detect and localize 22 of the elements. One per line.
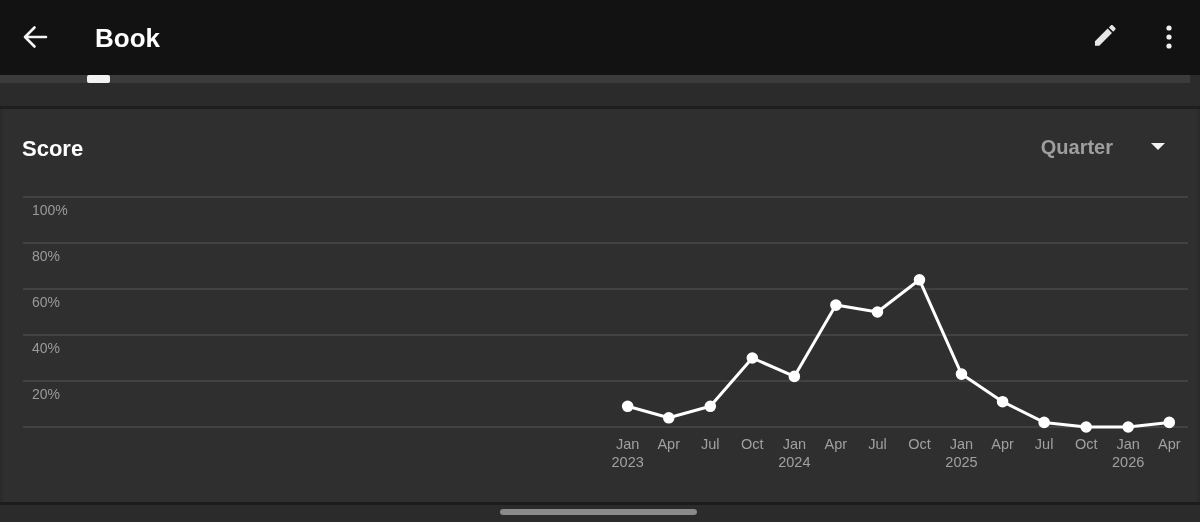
x-tick-label: Oct [1074, 436, 1098, 452]
x-tick-label: Jul [701, 436, 720, 452]
y-tick-label: 100% [32, 202, 68, 218]
x-tick-label: Jul [1034, 436, 1054, 452]
x-tick-label: Jan 2025 [945, 436, 978, 470]
text: Book [95, 23, 161, 53]
x-tick-label: Oct [741, 436, 764, 452]
x-tick-label: Jan 2023 [611, 436, 644, 470]
y-tick-label: 20% [32, 386, 61, 402]
x-tick-label: Apr [657, 436, 681, 452]
y-tick-label: 80% [32, 248, 61, 264]
chart-title: Score [22, 136, 84, 161]
x-tick-label: Apr [991, 436, 1015, 452]
text: Quarter [1040, 136, 1114, 158]
y-tick-label: 60% [32, 294, 61, 310]
x-tick-label: Oct [908, 436, 931, 452]
x-tick-label: Jan 2026 [1112, 436, 1145, 470]
x-tick-label: Jan 2024 [778, 436, 811, 470]
x-tick-label: Apr [1157, 436, 1181, 452]
x-tick-label: Jul [868, 436, 887, 452]
y-tick-label: 40% [32, 340, 61, 356]
x-tick-label: Apr [824, 436, 848, 452]
